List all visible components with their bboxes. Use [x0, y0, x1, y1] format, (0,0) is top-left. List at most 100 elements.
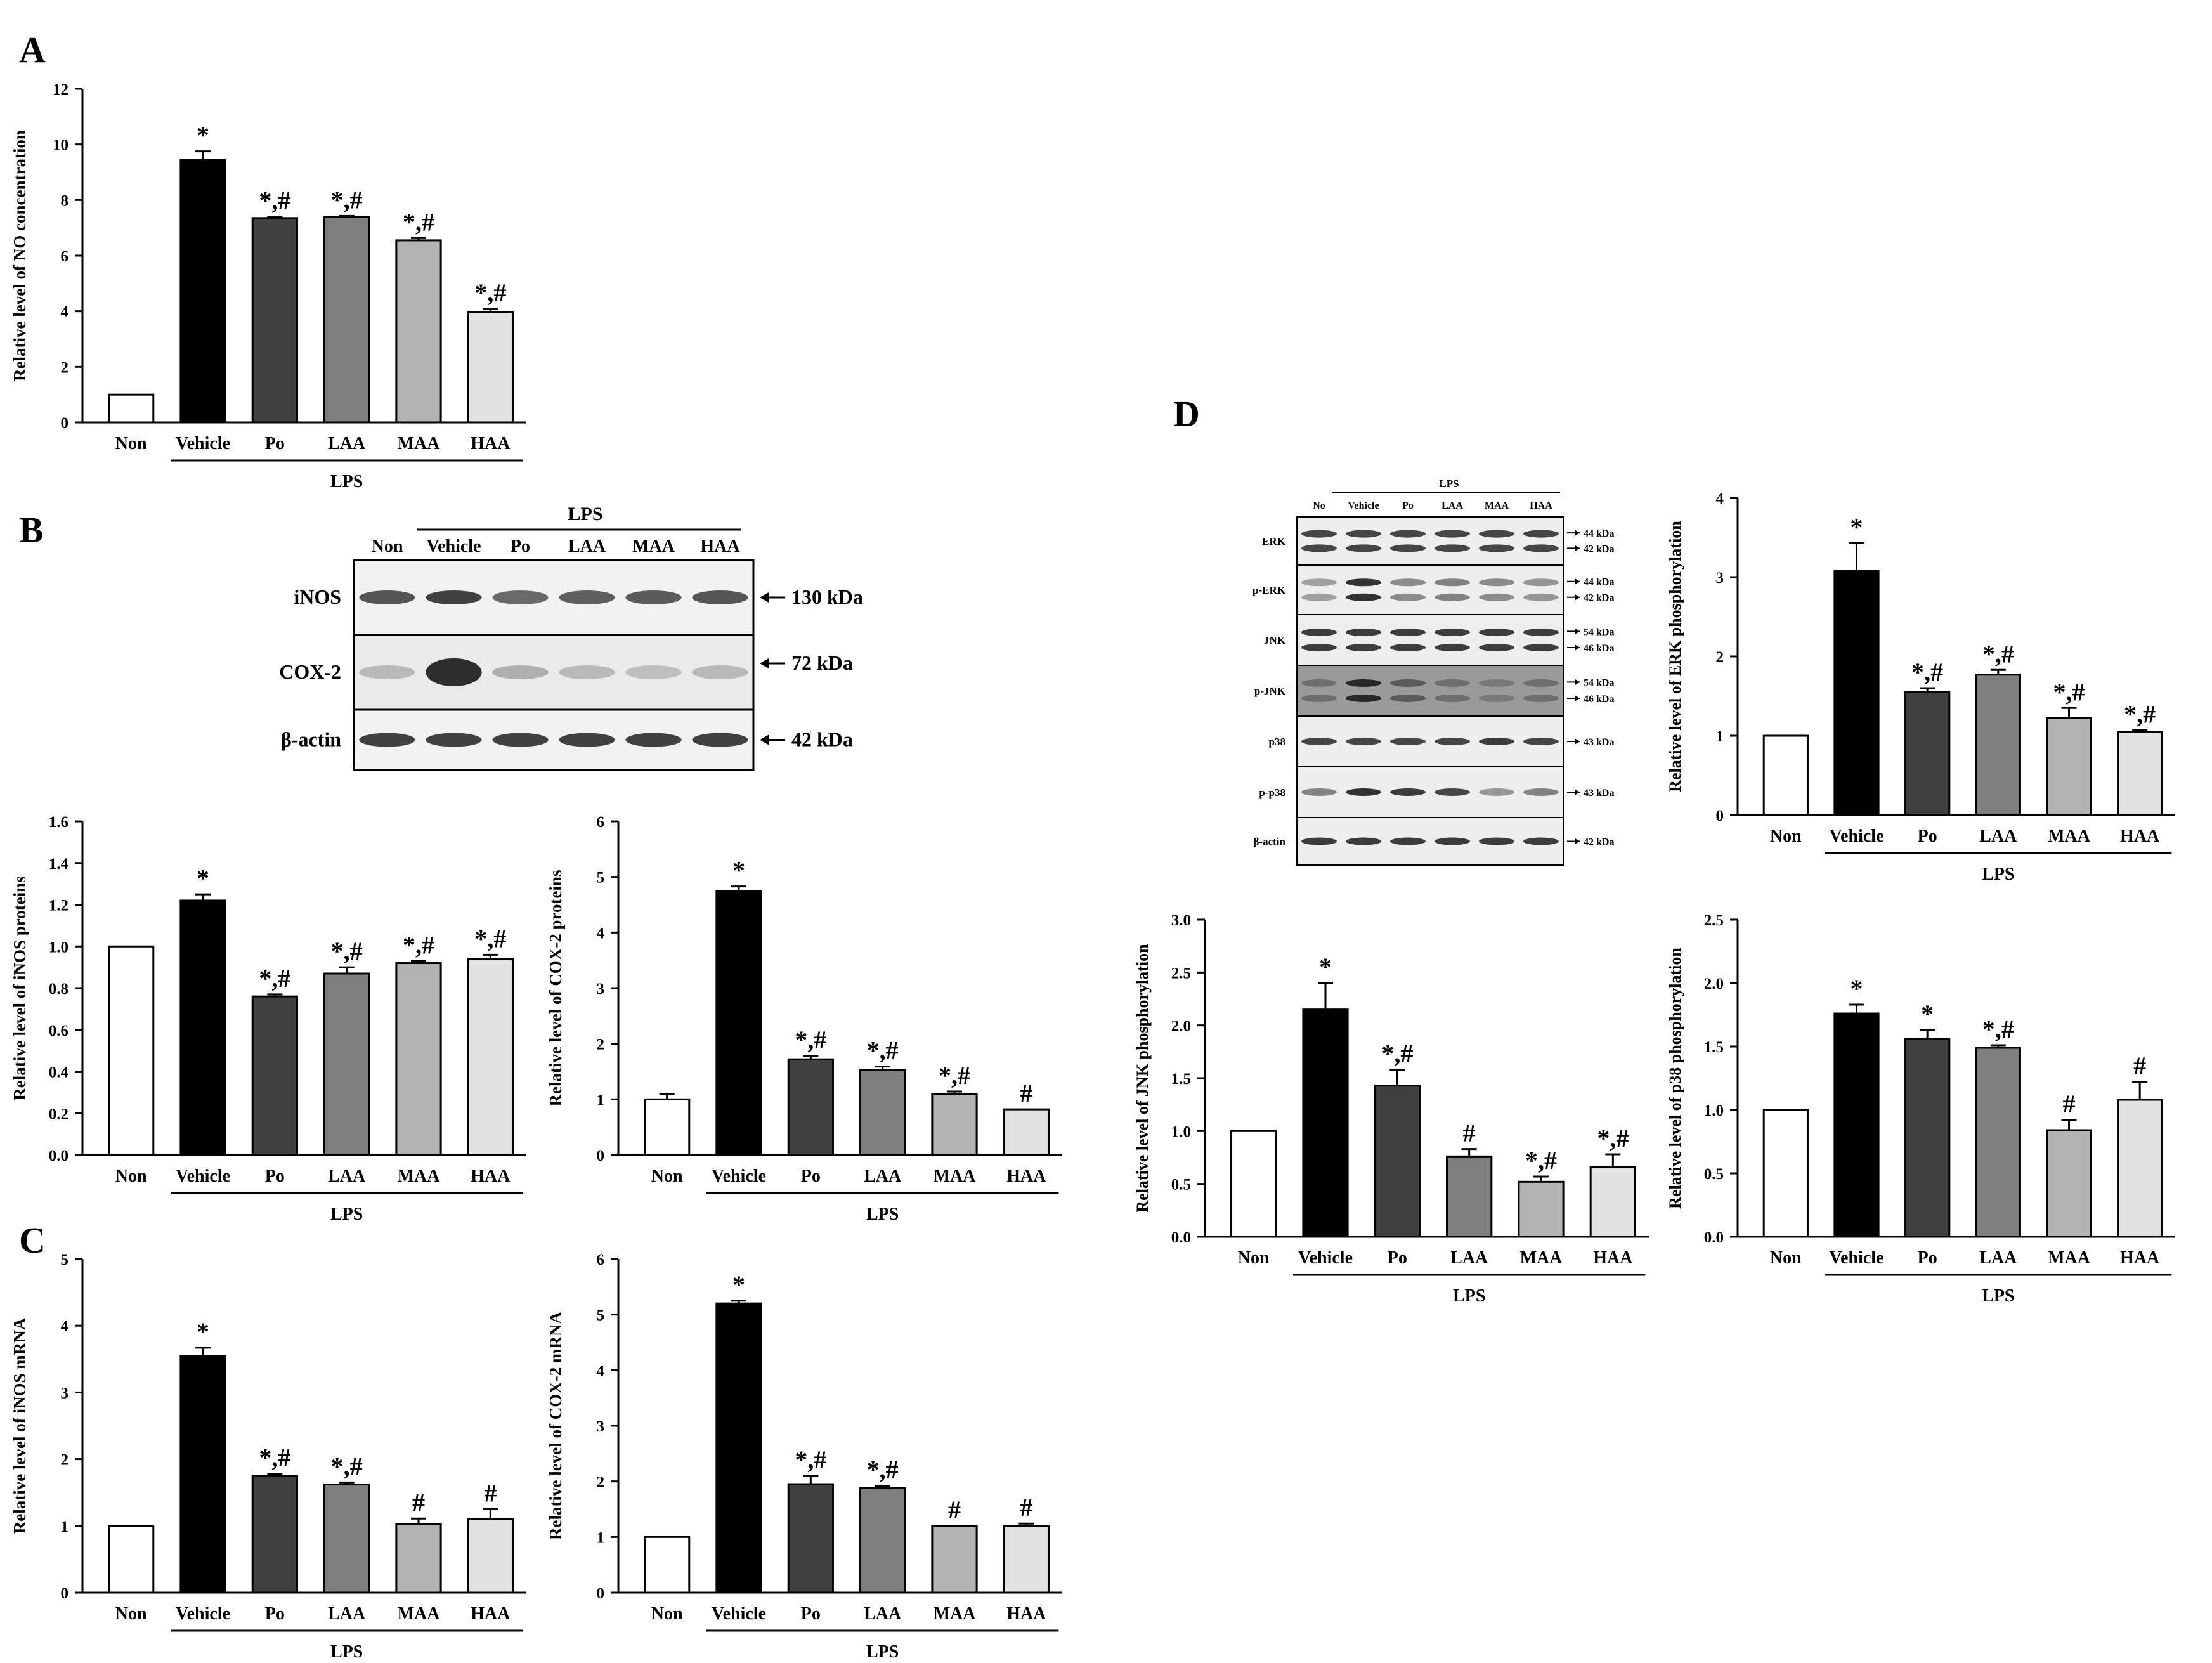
blot-strip	[353, 559, 755, 636]
y-tick-label: 4	[61, 304, 69, 321]
y-tick-label: 0.6	[49, 1022, 68, 1040]
category-label: LAA	[328, 1604, 366, 1624]
y-tick-label: 2.0	[1704, 975, 1724, 993]
bar	[251, 217, 298, 424]
blot-band	[1346, 593, 1381, 601]
y-tick-label: 1.0	[49, 939, 68, 956]
blot-band	[692, 733, 748, 747]
blot-band	[625, 665, 682, 679]
blot-size-label: 46 kDa	[1584, 694, 1614, 705]
bar	[395, 1523, 442, 1594]
blot-band	[1435, 544, 1470, 552]
category-label: Po	[265, 1166, 285, 1186]
category-label: HAA	[471, 1604, 511, 1624]
blot-band	[1479, 593, 1514, 601]
blot-lane-label: HAA	[1530, 500, 1552, 511]
category-label: Po	[1918, 1248, 1937, 1268]
panel-label-a: A	[19, 29, 46, 70]
significance-label: *,#	[795, 1445, 826, 1474]
y-tick-label: 0	[61, 415, 69, 432]
blot-arrow-head	[1575, 594, 1580, 601]
blot-band	[1435, 837, 1470, 845]
bar	[2117, 1099, 2163, 1238]
bar	[644, 1536, 691, 1594]
significance-label: *	[1921, 1000, 1934, 1028]
bar	[787, 1058, 834, 1156]
y-tick-label: 6	[61, 248, 69, 265]
y-tick-label: 10	[53, 137, 68, 154]
y-axis-label: Relative level of NO concentration	[10, 130, 29, 381]
y-tick-label: 4	[597, 925, 605, 942]
blot-band	[1301, 544, 1337, 552]
blot-band	[1301, 738, 1337, 745]
blot-band	[1390, 578, 1426, 587]
category-label: Vehicle	[712, 1604, 766, 1624]
blot-band	[1435, 788, 1470, 796]
significance-label: #	[412, 1488, 425, 1516]
blot-band	[692, 665, 748, 679]
blot-row-label: β-actin	[1253, 836, 1285, 848]
blot-arrow-head	[1575, 695, 1580, 701]
blot-band	[359, 665, 415, 679]
blot-band	[1346, 578, 1381, 587]
significance-label: *,#	[795, 1026, 826, 1054]
blot-strip	[1296, 614, 1564, 666]
significance-label: #	[1020, 1079, 1032, 1107]
blot-row-label: COX-2	[279, 660, 341, 683]
y-tick-label: 0.4	[49, 1064, 69, 1081]
blot-band	[1523, 544, 1559, 552]
significance-label: *,#	[331, 937, 363, 965]
group-label: LPS	[330, 1204, 363, 1224]
blot-band	[1523, 788, 1559, 796]
bar	[179, 899, 226, 1156]
bar	[323, 1484, 370, 1594]
category-label: LAA	[328, 434, 366, 453]
significance-label: *,#	[1381, 1040, 1413, 1068]
blot-lane-label: MAA	[632, 537, 675, 556]
bar	[2117, 731, 2163, 816]
significance-label: *,#	[403, 207, 434, 236]
blot-arrow-head	[1575, 578, 1580, 585]
significance-label: *,#	[259, 186, 290, 215]
blot-band	[426, 658, 482, 686]
y-tick-label: 0	[597, 1147, 605, 1164]
bar	[859, 1069, 906, 1156]
blot-band	[1390, 837, 1426, 845]
blot-band	[1435, 578, 1470, 587]
blot-band	[1523, 578, 1559, 587]
blot-band	[1479, 788, 1514, 796]
category-label: HAA	[1593, 1248, 1633, 1268]
y-tick-label: 1.0	[1704, 1102, 1724, 1119]
group-label: LPS	[866, 1204, 899, 1224]
bar	[644, 1098, 691, 1156]
blot-band	[1479, 544, 1514, 552]
blot-band	[1346, 679, 1381, 687]
y-tick-label: 1.6	[49, 814, 68, 831]
blot-band	[1301, 578, 1337, 587]
category-label: LAA	[1979, 826, 2017, 846]
y-tick-label: 6	[597, 1251, 605, 1268]
blot-lane-label: Non	[372, 537, 403, 556]
y-tick-label: 4	[1716, 490, 1724, 507]
y-tick-label: 0.0	[1171, 1229, 1191, 1246]
blot-size-label: 44 kDa	[1584, 528, 1614, 539]
blot-band	[559, 733, 615, 747]
blot-band	[1435, 644, 1470, 651]
y-tick-label: 0.2	[49, 1105, 68, 1123]
blot-arrow-head	[1575, 545, 1580, 552]
blot-arrow-head	[1575, 679, 1580, 686]
bar	[1833, 1012, 1880, 1238]
category-label: Po	[265, 434, 285, 453]
y-axis-label: Relative level of p38 phosphorylation	[1666, 948, 1684, 1209]
blot-band	[492, 665, 549, 679]
bar	[1003, 1108, 1050, 1156]
blot-band	[1523, 530, 1559, 538]
significance-label: *,#	[259, 964, 290, 993]
blot-group-label: LPS	[568, 504, 602, 525]
significance-label: *,#	[474, 924, 506, 953]
y-tick-label: 0.0	[1704, 1229, 1724, 1246]
bar	[251, 995, 298, 1156]
y-axis-label: Relative level of iNOS mRNA	[10, 1317, 29, 1534]
western-blot-b: LPS Non Vehicle Po LAA MAA HAA iNOS 130 kDa COX-2…	[279, 504, 863, 771]
chart-d-erk: 0 1 2 3 4 Relative level of ERK phosphorylati…	[1666, 490, 2175, 884]
